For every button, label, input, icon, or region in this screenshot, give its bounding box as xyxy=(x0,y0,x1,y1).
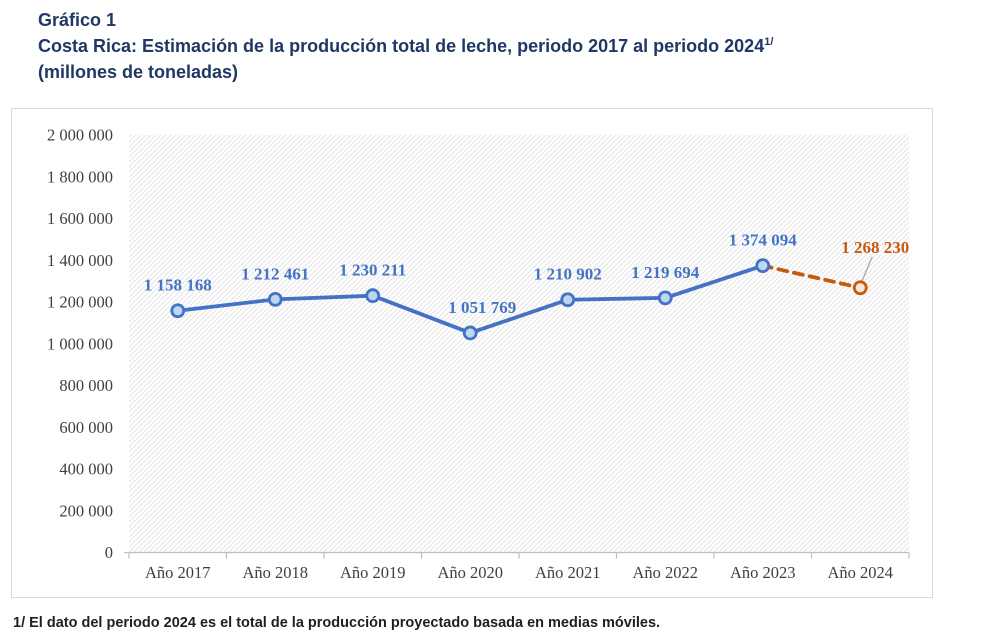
chart-title: Costa Rica: Estimación de la producción … xyxy=(38,33,773,59)
projection-point-marker xyxy=(852,280,868,296)
y-axis-tick-label: 1 600 000 xyxy=(47,209,113,228)
y-axis-tick-label: 400 000 xyxy=(59,460,113,479)
projection-value-label: 1 268 230 xyxy=(841,238,909,257)
x-axis-category-label: Año 2022 xyxy=(632,563,698,582)
chart-header: Gráfico 1 Costa Rica: Estimación de la p… xyxy=(38,7,773,85)
figure-number: Gráfico 1 xyxy=(38,10,117,30)
footnote: 1/ El dato del periodo 2024 es el total … xyxy=(13,615,661,631)
data-value-label: 1 374 094 xyxy=(729,231,798,250)
chart-frame: 0 200 000 400 000 600 000 800 000 1 000 000 1 … xyxy=(11,108,933,598)
x-axis-category-label: Año 2017 xyxy=(145,563,211,582)
data-value-label: 1 219 694 xyxy=(631,263,700,282)
data-value-label: 1 158 168 xyxy=(144,276,212,295)
data-point-marker xyxy=(755,258,771,274)
data-value-label: 1 210 902 xyxy=(534,265,602,284)
data-point-marker xyxy=(365,288,381,304)
data-point-marker xyxy=(657,290,673,306)
x-axis-category-label: Año 2018 xyxy=(242,563,308,582)
chart-unit-label: (millones de toneladas) xyxy=(38,62,239,82)
y-axis-tick-label: 2 000 000 xyxy=(47,126,113,145)
x-axis-category-label: Año 2021 xyxy=(535,563,601,582)
x-axis-category-label: Año 2023 xyxy=(730,563,796,582)
x-axis-category-label: Año 2019 xyxy=(340,563,406,582)
projection-dashed-line xyxy=(760,263,863,290)
projection-label-leader-line xyxy=(860,256,873,284)
chart-canvas: 0 200 000 400 000 600 000 800 000 1 000 000 1 … xyxy=(47,126,910,582)
plot-area xyxy=(129,135,909,553)
data-point-marker xyxy=(170,303,186,319)
x-axis-category-label: Año 2020 xyxy=(437,563,503,582)
data-point-marker xyxy=(560,292,576,308)
y-axis-tick-label: 1 200 000 xyxy=(47,293,113,312)
data-value-label: 1 212 461 xyxy=(241,264,309,283)
y-axis-tick-label: 1 800 000 xyxy=(47,167,113,186)
x-axis-category-label: Año 2024 xyxy=(827,563,893,582)
y-axis-tick-label: 800 000 xyxy=(59,376,113,395)
footnote-marker: 1/ xyxy=(764,36,774,48)
y-axis-tick-label: 600 000 xyxy=(59,418,113,437)
y-axis-tick-label: 200 000 xyxy=(59,501,113,520)
data-value-label: 1 051 769 xyxy=(448,298,516,317)
y-axis-tick-label: 1 400 000 xyxy=(47,251,113,270)
chart-title-text: Costa Rica: Estimación de la producción … xyxy=(38,36,765,56)
y-axis-tick-label: 1 000 000 xyxy=(47,334,113,353)
y-axis-tick-label: 0 xyxy=(105,543,113,562)
data-point-marker xyxy=(462,325,478,341)
data-point-marker xyxy=(267,291,283,307)
data-value-label: 1 230 211 xyxy=(339,261,406,280)
